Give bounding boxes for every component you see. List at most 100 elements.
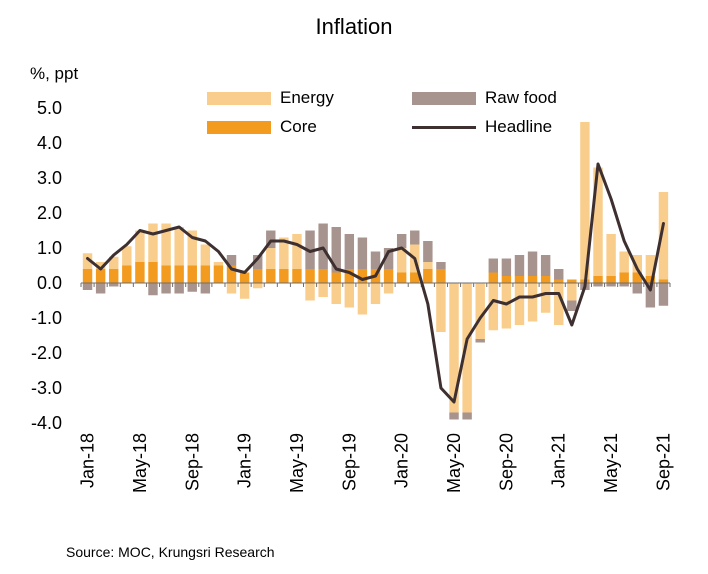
- bar-energy-Jun-21: [619, 251, 629, 273]
- bar-energy-Aug-20: [488, 283, 499, 331]
- bar-core-Sep-19: [344, 269, 355, 283]
- y-tick-label: -3.0: [31, 378, 62, 398]
- bar-energy-Dec-20: [540, 283, 551, 313]
- bar-core-Jun-21: [619, 272, 629, 283]
- legend-item-energy: Energy: [207, 88, 334, 108]
- bar-core-Jul-21: [632, 272, 642, 283]
- bar-energy-Aug-19: [331, 283, 341, 304]
- bar-raw-food-Mar-19: [266, 230, 276, 248]
- bar-energy-Sep-21: [658, 192, 669, 280]
- bar-energy-Jan-20: [396, 248, 407, 273]
- bar-core-Jun-18: [148, 262, 158, 283]
- bar-core-Apr-21: [593, 276, 603, 283]
- bar-raw-food-Jan-20: [396, 234, 407, 248]
- bar-raw-food-Jun-20: [462, 412, 472, 420]
- bar-core-Nov-20: [527, 276, 538, 283]
- chart-title: Inflation: [315, 14, 393, 39]
- bar-energy-Feb-19: [252, 283, 263, 289]
- bar-energy-Feb-21: [567, 283, 577, 301]
- bar-raw-food-Jul-19: [318, 223, 328, 269]
- bar-raw-food-Feb-18: [95, 283, 106, 294]
- bar-energy-Nov-20: [527, 283, 538, 322]
- y-tick-label: 4.0: [37, 133, 62, 153]
- y-tick-label: 3.0: [37, 168, 62, 188]
- bar-energy-Jun-20: [462, 283, 472, 413]
- y-tick-label: 1.0: [37, 238, 62, 258]
- bar-raw-food-Oct-19: [357, 237, 368, 269]
- raw-food-swatch: [412, 91, 476, 105]
- x-tick-label: Jan-18: [78, 433, 98, 488]
- bar-core-Jan-19: [239, 272, 250, 283]
- bar-raw-food-Mar-18: [109, 283, 119, 287]
- bar-core-Feb-19: [252, 269, 263, 283]
- bar-raw-food-May-20: [449, 412, 459, 420]
- bar-core-Sep-18: [187, 265, 197, 283]
- bar-core-Jul-18: [161, 265, 171, 283]
- legend-item-headline: Headline: [412, 117, 552, 137]
- bar-energy-Jun-18: [148, 223, 158, 262]
- bar-raw-food-Sep-20: [501, 258, 512, 276]
- bar-raw-food-Jul-20: [475, 339, 485, 343]
- bar-core-Apr-20: [436, 269, 446, 283]
- bar-raw-food-Jul-18: [161, 283, 171, 294]
- bar-raw-food-Jan-18: [82, 283, 93, 290]
- x-tick-label: May-19: [287, 433, 307, 493]
- bar-raw-food-Feb-21: [567, 300, 577, 311]
- bar-core-Oct-18: [200, 265, 211, 283]
- bar-core-Apr-18: [122, 265, 132, 283]
- bar-energy-Jan-21: [554, 283, 564, 325]
- core-swatch: [207, 120, 271, 134]
- bar-energy-May-19: [292, 234, 302, 269]
- bar-raw-food-Oct-20: [514, 255, 525, 276]
- bar-raw-food-Dec-20: [540, 255, 551, 276]
- bar-raw-food-Nov-20: [527, 251, 538, 276]
- bar-energy-Mar-21: [580, 122, 590, 280]
- bar-core-Jun-19: [305, 269, 315, 283]
- bar-core-Mar-19: [266, 269, 276, 283]
- bar-raw-food-Aug-20: [488, 258, 499, 273]
- bar-energy-Jul-21: [632, 255, 642, 273]
- legend-label-energy: Energy: [280, 88, 334, 107]
- bar-energy-Sep-18: [187, 230, 197, 266]
- bar-energy-Aug-21: [645, 255, 656, 276]
- y-tick-label: 5.0: [37, 98, 62, 118]
- legend-item-raw-food: Raw food: [412, 88, 557, 108]
- bar-energy-Apr-21: [593, 167, 603, 276]
- x-tick-label: Sep-18: [182, 433, 202, 491]
- bar-raw-food-May-21: [606, 283, 616, 287]
- bar-core-Aug-20: [488, 272, 499, 283]
- bar-energy-Jun-19: [305, 283, 315, 301]
- bar-energy-Sep-20: [501, 283, 512, 329]
- bar-energy-Jul-19: [318, 283, 328, 297]
- bar-energy-Jan-19: [239, 283, 250, 299]
- bar-raw-food-Feb-20: [410, 230, 420, 245]
- bar-core-Apr-19: [279, 269, 289, 283]
- bar-energy-Mar-19: [266, 248, 276, 269]
- x-tick-label: May-18: [130, 433, 150, 493]
- bar-energy-Apr-20: [436, 283, 446, 332]
- energy-swatch: [207, 91, 271, 105]
- bar-core-Mar-20: [423, 269, 433, 283]
- bar-energy-Oct-20: [514, 283, 525, 325]
- headline-swatch: [412, 125, 476, 129]
- y-tick-label: 2.0: [37, 203, 62, 223]
- bar-core-Oct-20: [514, 276, 525, 283]
- bar-core-Feb-18: [95, 269, 106, 283]
- source-note: Source: MOC, Krungsri Research: [66, 544, 275, 560]
- legend-label-core: Core: [280, 117, 317, 136]
- bar-raw-food-Jun-19: [305, 230, 315, 269]
- bar-core-Jan-21: [554, 279, 564, 283]
- bar-raw-food-Sep-19: [344, 234, 355, 269]
- bar-energy-May-18: [135, 230, 145, 262]
- bar-core-Sep-21: [658, 279, 669, 283]
- x-tick-label: Jan-20: [392, 433, 412, 488]
- bar-core-Nov-18: [213, 265, 224, 283]
- headline-line: [86, 162, 665, 404]
- bar-core-Dec-18: [226, 265, 237, 283]
- y-tick-label: -2.0: [31, 343, 62, 363]
- legend-label-headline: Headline: [485, 117, 553, 136]
- bar-raw-food-Dec-18: [226, 255, 237, 266]
- bar-core-Oct-19: [357, 269, 368, 283]
- bar-energy-Jan-18: [82, 253, 93, 269]
